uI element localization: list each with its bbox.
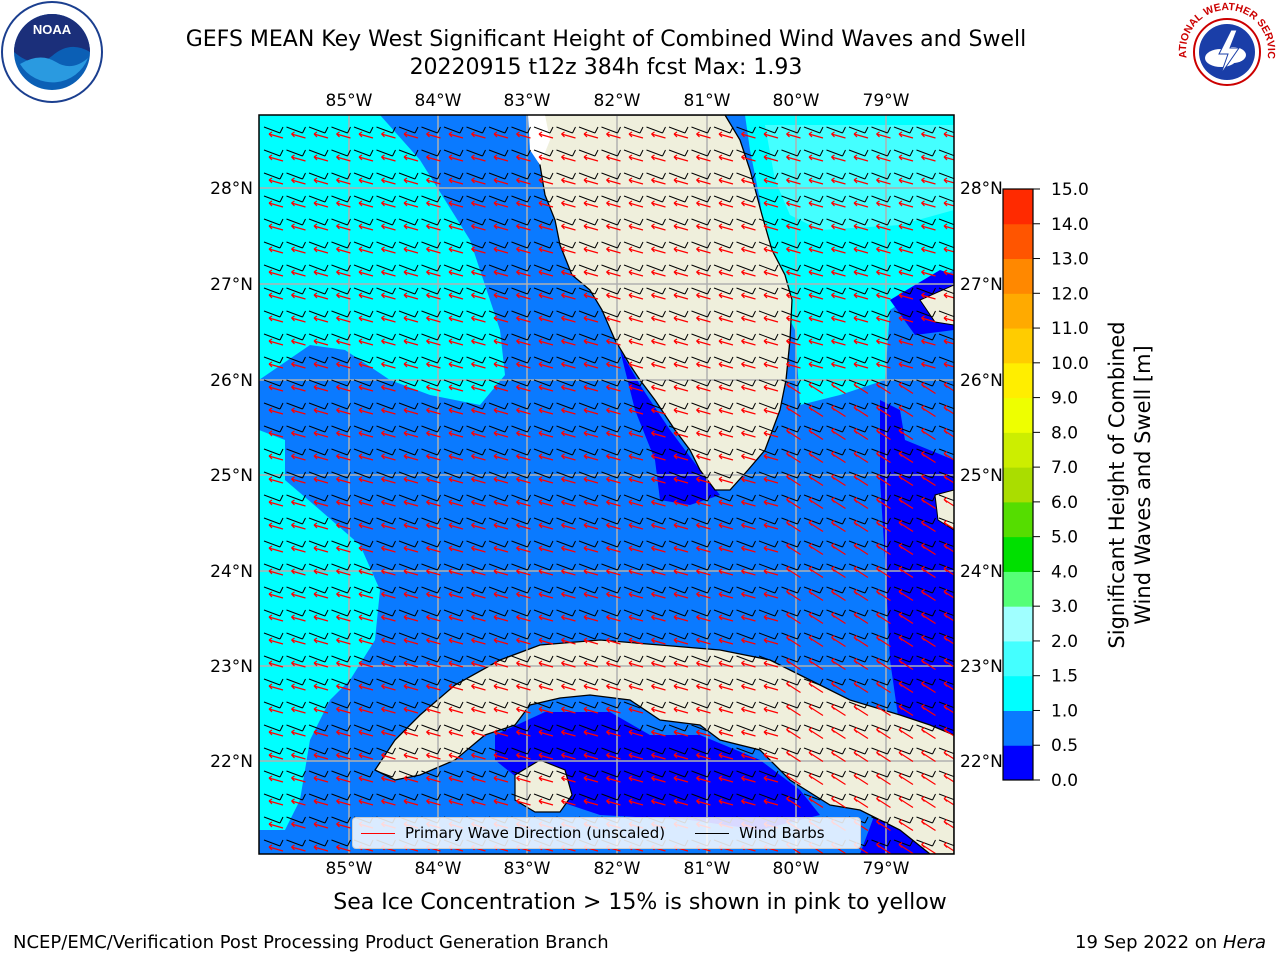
latRight-5: 23°N — [960, 657, 1003, 677]
wave-field-low-southwest-fl — [620, 350, 720, 505]
latRight-2: 26°N — [960, 371, 1003, 391]
latRight-0: 28°N — [960, 179, 1003, 199]
sea-ice-note: Sea Ice Concentration > 15% is shown in … — [333, 890, 947, 915]
colorbar-swatch-15 — [1003, 223, 1033, 260]
lonTop-3: 82°W — [594, 91, 641, 111]
plot-frame — [258, 114, 955, 855]
wave-line-swatch — [361, 832, 395, 834]
lonBot-0: 85°W — [326, 859, 373, 879]
colorbar-label-11: 9.0 — [1051, 389, 1078, 409]
footer-date: 19 Sep 2022 on Hera — [1075, 932, 1266, 953]
lonBot-2: 83°W — [504, 859, 551, 879]
colorbar-swatch-13 — [1003, 293, 1033, 329]
map-legend: Primary Wave Direction (unscaled) Wind B… — [352, 817, 861, 849]
footer-host: Hera — [1222, 932, 1266, 953]
latLeft-2: 26°N — [210, 371, 253, 391]
colorbar: 0.0 0.5 1.0 1.5 2.0 3.0 4.0 5.0 6.0 7.0 8.0 9.0 10.0… — [1003, 180, 1089, 791]
colorbar-label-0: 0.0 — [1051, 771, 1078, 791]
lonTop-1: 84°W — [415, 91, 462, 111]
legend-barb-label: Wind Barbs — [739, 824, 825, 842]
barb-line-swatch — [695, 832, 730, 834]
colorbar-swatch-2 — [1003, 675, 1033, 711]
lonBot-6: 79°W — [863, 859, 910, 879]
wave-direction-arrows — [268, 131, 954, 854]
colorbar-swatch-5 — [1003, 571, 1033, 607]
chart-subtitle: 20220915 t12z 384h fcst Max: 1.93 — [409, 55, 803, 80]
colorbar-label-17: 15.0 — [1051, 180, 1089, 200]
colorbar-label-15: 13.0 — [1051, 250, 1089, 270]
colorbar-label-6: 4.0 — [1051, 562, 1078, 582]
lonTop-5: 80°W — [773, 91, 820, 111]
colorbar-label-14: 12.0 — [1051, 284, 1089, 304]
latLeft-1: 27°N — [210, 275, 253, 295]
lonBot-3: 82°W — [594, 859, 641, 879]
colorbar-swatch-9 — [1003, 432, 1033, 468]
colorbar-label-5: 3.0 — [1051, 597, 1078, 617]
latRight-6: 22°N — [960, 752, 1003, 772]
colorbar-label-16: 14.0 — [1051, 215, 1089, 235]
latRight-1: 27°N — [960, 275, 1003, 295]
colorbar-swatch-3 — [1003, 640, 1033, 677]
lonTop-0: 85°W — [326, 91, 373, 111]
colorbar-swatch-12 — [1003, 328, 1033, 364]
wave-field-low-cuba-south — [495, 712, 820, 830]
top-longitude-labels: 85°W 84°W 83°W 82°W 81°W 80°W 79°W — [326, 91, 910, 111]
wave-field-west-high-2 — [259, 430, 380, 830]
colorbar-swatch-0 — [1003, 745, 1033, 781]
colorbar-swatch-6 — [1003, 536, 1033, 572]
colorbar-label-7: 5.0 — [1051, 528, 1078, 548]
colorbar-frame — [1002, 188, 1034, 781]
colorbar-label-9: 7.0 — [1051, 458, 1078, 478]
left-latitude-labels: 28°N 27°N 26°N 25°N 24°N 23°N 22°N — [210, 179, 253, 772]
lonTop-4: 81°W — [684, 91, 731, 111]
colorbar-swatch-8 — [1003, 467, 1033, 503]
colorbar-label-1: 0.5 — [1051, 736, 1078, 756]
colorbar-label-8: 6.0 — [1051, 493, 1078, 513]
colorbar-label-12: 10.0 — [1051, 354, 1089, 374]
coastal-mask-florida — [528, 115, 550, 165]
latLeft-3: 25°N — [210, 466, 253, 486]
colorbar-swatch-10 — [1003, 397, 1033, 433]
lonBot-1: 84°W — [415, 859, 462, 879]
colorbar-swatch-7 — [1003, 501, 1033, 538]
latRight-3: 25°N — [960, 466, 1003, 486]
colorbar-label-4: 2.0 — [1051, 632, 1078, 652]
colorbar-label-10: 8.0 — [1051, 423, 1078, 443]
lonTop-2: 83°W — [504, 91, 551, 111]
footer-date-text: 19 Sep 2022 on — [1075, 932, 1223, 953]
bottom-longitude-labels: 85°W 84°W 83°W 82°W 81°W 80°W 79°W — [326, 859, 910, 879]
florida-land — [529, 115, 793, 491]
noaa-logo: NOAA — [1, 1, 103, 103]
colorbar-title-line2: Wind Waves and Swell [m] — [1131, 345, 1155, 625]
colorbar-label-2: 1.0 — [1051, 701, 1078, 721]
right-latitude-labels: 28°N 27°N 26°N 25°N 24°N 23°N 22°N — [960, 179, 1003, 772]
colorbar-swatch-4 — [1003, 606, 1033, 642]
bahamas-land-2 — [934, 489, 954, 531]
nws-logo: NATIONAL WEATHER SERVICE — [1175, 0, 1277, 102]
latRight-4: 24°N — [960, 562, 1003, 582]
lonBot-4: 81°W — [684, 859, 731, 879]
colorbar-swatch-11 — [1003, 362, 1033, 399]
legend-item-wave: Primary Wave Direction (unscaled) — [361, 824, 665, 842]
latLeft-4: 24°N — [210, 562, 253, 582]
latLeft-6: 22°N — [210, 752, 253, 772]
colorbar-swatch-16 — [1003, 189, 1033, 225]
svg-text:NOAA: NOAA — [33, 22, 72, 37]
lonBot-5: 80°W — [773, 859, 820, 879]
colorbar-swatch-1 — [1003, 710, 1033, 746]
colorbar-swatch-14 — [1003, 258, 1033, 294]
colorbar-label-3: 1.5 — [1051, 667, 1078, 687]
chart-title: GEFS MEAN Key West Significant Height of… — [185, 27, 1027, 52]
legend-item-barb: Wind Barbs — [695, 824, 825, 842]
legend-wave-label: Primary Wave Direction (unscaled) — [405, 824, 666, 842]
latLeft-5: 23°N — [210, 657, 253, 677]
colorbar-title-line1: Significant Height of Combined — [1105, 321, 1129, 648]
footer-branch: NCEP/EMC/Verification Post Processing Pr… — [13, 932, 609, 953]
lonTop-6: 79°W — [863, 91, 910, 111]
latLeft-0: 28°N — [210, 179, 253, 199]
colorbar-label-13: 11.0 — [1051, 319, 1089, 339]
